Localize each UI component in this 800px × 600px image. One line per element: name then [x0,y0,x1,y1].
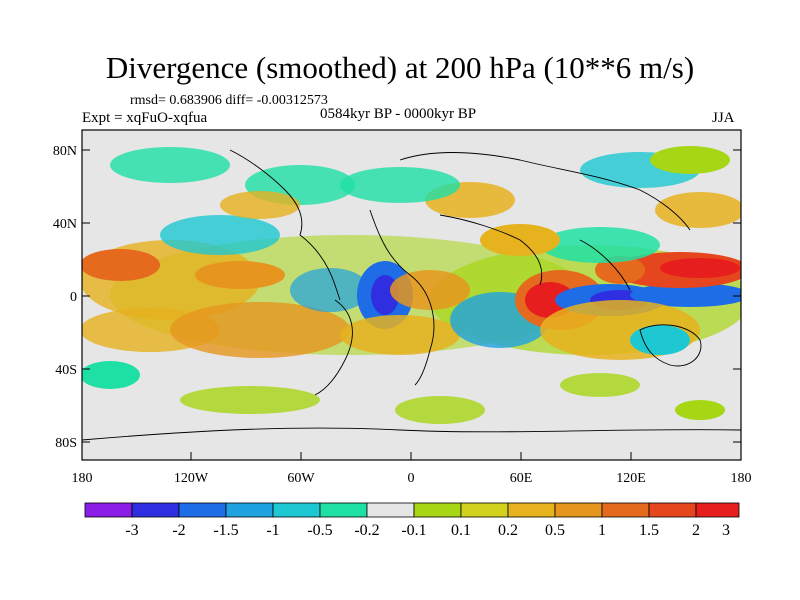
lat-tick-marks [82,149,741,443]
colorbar-label-12: 2 [692,522,700,539]
colorbar-box-0 [84,502,133,518]
colorbar-box-13 [695,502,740,518]
colorbar-box-4 [272,502,321,518]
colorbar-label-3: -1 [266,522,279,539]
colorbar-box-1 [131,502,180,518]
colorbar-box-10 [554,502,603,518]
colorbar-label-6: -0.1 [401,522,426,539]
map-title: Divergence (smoothed) at 200 hPa (10**6 … [105,50,695,85]
colorbar-label-10: 1 [598,522,606,539]
lon-label-120w: 120W [174,471,209,486]
lon-label-0: 0 [408,471,415,486]
experiment-label: Expt = xqFuO-xqfua [82,110,208,126]
colorbar-label-4: -0.5 [307,522,332,539]
lon-label-120e: 120E [616,471,646,486]
colorbar-box-8 [460,502,509,518]
lon-label-60e: 60E [510,471,533,486]
colorbar-label-8: 0.2 [498,522,518,539]
lon-label-180e: 180 [731,471,752,486]
lat-label-0: 0 [70,290,77,305]
lon-label-180w: 180 [72,471,93,486]
lon-tick-marks [190,452,632,460]
lat-label-40s: 40S [55,363,77,378]
lat-label-40n: 40N [53,217,77,232]
colorbar-label-5: -0.2 [354,522,379,539]
colorbar [84,502,740,518]
coastlines [82,149,741,441]
colorbar-label-9: 0.5 [545,522,565,539]
period-label: 0584kyr BP - 0000kyr BP [320,106,477,122]
colorbar-label-2: -1.5 [213,522,238,539]
colorbar-box-3 [225,502,274,518]
colorbar-label-7: 0.1 [451,522,471,539]
divergence-field [82,130,741,460]
colorbar-label-1: -2 [172,522,185,539]
colorbar-box-6 [366,502,415,518]
colorbar-label-13: 3 [722,522,730,539]
lon-label-60w: 60W [287,471,315,486]
colorbar-label-11: 1.5 [639,522,659,539]
lat-label-80n: 80N [53,144,77,159]
lat-label-80s: 80S [55,436,77,451]
season-label: JJA [712,110,735,126]
stats-text: rmsd= 0.683906 diff= -0.00312573 [130,93,328,108]
colorbar-box-12 [648,502,697,518]
colorbar-box-11 [601,502,650,518]
colorbar-box-7 [413,502,462,518]
colorbar-box-5 [319,502,368,518]
colorbar-box-9 [507,502,556,518]
colorbar-box-2 [178,502,227,518]
colorbar-label-0: -3 [125,522,138,539]
